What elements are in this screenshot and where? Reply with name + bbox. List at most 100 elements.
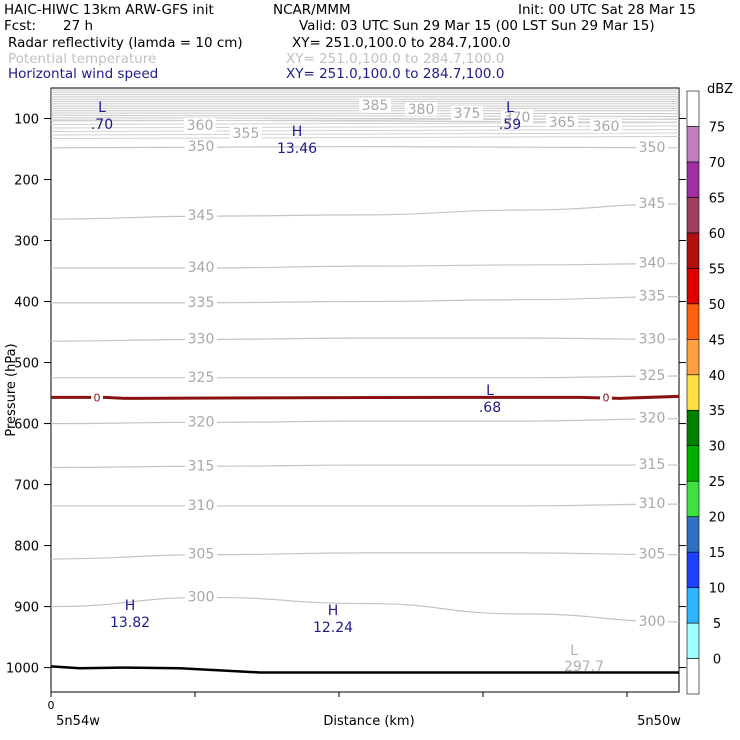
theta-contour-line-top (50, 132, 680, 136)
colorbar-segment (686, 126, 700, 163)
colorbar-level-label: 35 (709, 404, 726, 419)
theta-label-bg (636, 411, 668, 426)
wind-extremum-value: 13.46 (277, 141, 317, 157)
theta-contour-label-350: 350 (188, 139, 215, 155)
theta-contour-320 (50, 418, 680, 425)
x-tick-label-right: 5n50w (637, 714, 681, 729)
wind-extremum-value: .68 (479, 400, 501, 416)
theta-label-bg (185, 260, 217, 275)
valid-time: Valid: 03 UTC Sun 29 Mar 15 (00 LST Sun … (299, 18, 655, 34)
colorbar-level-label: 60 (709, 227, 726, 242)
colorbar-segment (686, 338, 700, 376)
theta-contour-330 (50, 337, 680, 342)
wind-extremum-L: L (506, 100, 514, 116)
theta-contour-label-300: 300 (639, 614, 666, 630)
theta-contour-label-385: 385 (362, 98, 389, 114)
theta-contour-300 (50, 596, 680, 623)
theta-contour-label-375: 375 (454, 106, 481, 122)
theta-label-bg (359, 98, 391, 112)
y-tick-label: 600 (14, 418, 39, 433)
theta-contour-label-300: 300 (188, 589, 215, 605)
colorbar-level-label: 70 (709, 156, 726, 171)
field-theta-xy: XY= 251.0,100.0 to 284.7,100.0 (286, 51, 505, 67)
theta-contour-310 (51, 503, 680, 507)
forecast-label: Fcst: (4, 18, 37, 34)
colorbar-segment (686, 409, 700, 447)
colorbar-level-label: 20 (709, 511, 726, 526)
x-axis-label: Distance (km) (323, 714, 414, 729)
colorbar-segment (686, 445, 700, 482)
reflectivity-label-bg (91, 391, 103, 404)
y-tick-label: 100 (14, 113, 39, 128)
colorbar-segment (686, 516, 700, 553)
colorbar-segment (686, 268, 700, 305)
reflectivity-contour-label: 0 (603, 391, 610, 404)
theta-extremum-value: 297.7 (564, 659, 604, 675)
colorbar-level-label: 65 (709, 191, 726, 206)
theta-label-bg (546, 115, 578, 129)
theta-contour-line-top (50, 135, 680, 140)
org-label: NCAR/MMM (273, 2, 351, 18)
colorbar-segment (686, 161, 700, 198)
theta-contour-350 (50, 145, 680, 149)
theta-label-bg (636, 332, 668, 347)
theta-label-bg (185, 498, 217, 513)
theta-label-bg (185, 370, 217, 385)
theta-label-bg (501, 110, 533, 124)
theta-contour-label-330: 330 (639, 331, 666, 347)
field-reflectivity-xy: XY= 251.0,100.0 to 284.7,100.0 (292, 35, 511, 51)
theta-contour-305 (50, 552, 680, 560)
theta-contour-325 (50, 375, 680, 379)
colorbar-segment (686, 551, 700, 588)
theta-contour-340 (51, 263, 680, 269)
colorbar-level-label: 40 (709, 369, 726, 384)
theta-contour-line-top (50, 128, 680, 133)
theta-contour-label-345: 345 (639, 196, 666, 212)
theta-contour-label-310: 310 (639, 496, 666, 512)
colorbar-segment (686, 197, 700, 234)
field-reflectivity-name: Radar reflectivity (lamda = 10 cm) (8, 35, 243, 51)
y-tick-label: 200 (14, 174, 39, 189)
theta-contour-label-305: 305 (188, 547, 215, 563)
colorbar-level-label: 0 (713, 653, 721, 668)
theta-label-bg (636, 289, 668, 304)
theta-label-bg (185, 459, 217, 474)
reflectivity-contour-0 (51, 394, 680, 400)
theta-contour-label-320: 320 (639, 411, 666, 427)
theta-label-bg (451, 106, 483, 120)
theta-contour-label-370: 370 (504, 110, 531, 126)
theta-contour-label-340: 340 (188, 260, 215, 276)
theta-contour-label-305: 305 (639, 547, 666, 563)
y-tick-label: 500 (14, 357, 39, 372)
reflectivity-label-bg (600, 391, 612, 404)
theta-contour-315 (50, 464, 679, 469)
theta-label-bg (185, 332, 217, 347)
theta-contour-label-330: 330 (188, 331, 215, 347)
colorbar-level-label: 25 (709, 475, 726, 490)
forecast-hour: 27 h (63, 18, 94, 34)
theta-contour-label-325: 325 (188, 370, 215, 386)
colorbar-level-label: 55 (709, 262, 726, 277)
theta-label-bg (185, 547, 217, 562)
wind-extremum-L: L (98, 100, 106, 116)
wind-extremum-value: 12.24 (313, 620, 353, 636)
y-tick-label: 900 (14, 601, 39, 616)
colorbar-segment (686, 622, 700, 659)
wind-extremum-value: .59 (499, 117, 521, 133)
colorbar-level-label: 30 (709, 440, 726, 455)
theta-label-bg (184, 118, 216, 132)
terrain-line (50, 665, 679, 674)
colorbar-segment (686, 232, 700, 269)
theta-contour-label-350: 350 (639, 140, 666, 156)
y-tick-label: 1000 (6, 662, 39, 677)
colorbar-segment (686, 587, 700, 624)
theta-contour-label-360: 360 (593, 119, 620, 135)
colorbar-segment (686, 90, 700, 127)
theta-label-bg (636, 458, 668, 473)
theta-contour-label-355: 355 (233, 126, 260, 142)
theta-contour-label-325: 325 (639, 368, 666, 384)
theta-contour-label-360: 360 (187, 118, 214, 134)
theta-label-bg (636, 368, 668, 383)
theta-contour-label-340: 340 (639, 256, 666, 272)
